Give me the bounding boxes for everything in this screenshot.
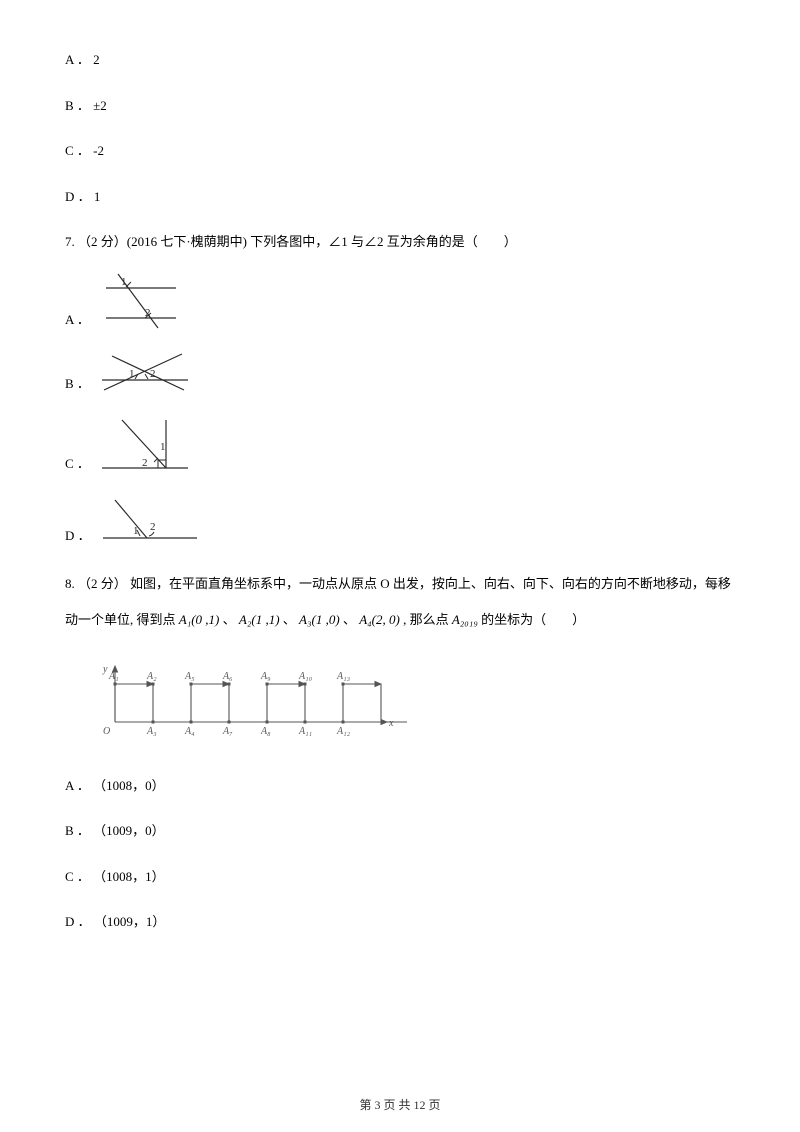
q8-point-a2: A₂(1 ,1)	[239, 612, 280, 627]
q6-option-c-text: C ． -2	[65, 141, 104, 161]
svg-text:2: 2	[150, 521, 156, 533]
svg-text:1: 1	[160, 441, 166, 453]
q7-diagram-b: 1 2	[96, 350, 196, 394]
q7-diagram-a: 1 2	[96, 270, 194, 330]
q7-stem: 7. （2 分）(2016 七下·槐荫期中) 下列各图中，∠1 与∠2 互为余角…	[65, 232, 735, 252]
q7-option-a-label: A ．	[65, 310, 90, 330]
svg-text:y: y	[102, 664, 108, 675]
q6-option-a[interactable]: A ． 2	[65, 50, 735, 70]
svg-text:1: 1	[121, 276, 127, 288]
q8-diagram: A₁ A₂ A₅ A₆ A₉ A₁₀ A₁₃ A₃ A₄ A₇ A₈ A₁₁ A₁₂ y x O	[87, 658, 735, 752]
q8-option-a[interactable]: A ． （1008，0）	[65, 776, 735, 796]
svg-text:A₆: A₆	[222, 671, 233, 682]
svg-text:2: 2	[142, 457, 148, 469]
svg-text:A₁₂: A₁₂	[336, 726, 351, 737]
page-footer: 第 3 页 共 12 页	[0, 1096, 800, 1114]
q8-option-a-text: A ． （1008，0）	[65, 776, 165, 796]
q7-option-c[interactable]: C ． 1 2	[65, 414, 735, 474]
q8-option-c[interactable]: C ． （1008，1）	[65, 867, 735, 887]
q8-stem-suffix2: 的坐标为（ ）	[481, 612, 585, 627]
q6-option-c[interactable]: C ． -2	[65, 141, 735, 161]
svg-text:2: 2	[150, 368, 156, 380]
svg-text:A₈: A₈	[260, 726, 271, 737]
q8-option-b[interactable]: B ． （1009，0）	[65, 821, 735, 841]
q7-diagram-c: 1 2	[96, 414, 196, 474]
svg-text:1: 1	[129, 368, 135, 380]
q8-option-b-text: B ． （1009，0）	[65, 821, 165, 841]
q7-option-d[interactable]: D ． 1 2	[65, 494, 735, 546]
q8-point-a3: A₃(1 ,0)	[299, 612, 340, 627]
q7-option-b-label: B ．	[65, 374, 90, 394]
q8-sep3: 、	[343, 612, 359, 627]
q8-stem-suffix1: , 那么点	[403, 612, 452, 627]
svg-text:A₉: A₉	[260, 671, 271, 682]
q7-option-a[interactable]: A ． 1 2	[65, 270, 735, 330]
svg-text:A₁₁: A₁₁	[298, 726, 312, 737]
q8-point-a1: A₁(0 ,1)	[179, 612, 220, 627]
q6-option-b[interactable]: B ． ±2	[65, 96, 735, 116]
q7-stem-text: 7. （2 分）(2016 七下·槐荫期中) 下列各图中，∠1 与∠2 互为余角…	[65, 234, 517, 249]
q8-stem: 8. （2 分） 如图，在平面直角坐标系中，一动点从原点 O 出发，按向上、向右…	[65, 566, 735, 639]
q7-option-d-label: D ．	[65, 526, 91, 546]
svg-text:A₁₀: A₁₀	[298, 671, 313, 682]
q8-option-c-text: C ． （1008，1）	[65, 867, 165, 887]
q8-sep2: 、	[283, 612, 299, 627]
q8-a2019: A₂₀₁₉	[452, 612, 478, 627]
svg-text:O: O	[103, 726, 110, 737]
q7-diagram-d: 1 2	[97, 494, 207, 546]
svg-text:A₇: A₇	[222, 726, 233, 737]
q8-point-a4: A₄(2, 0)	[359, 612, 400, 627]
svg-text:A₄: A₄	[184, 726, 195, 737]
q8-option-d[interactable]: D ． （1009，1）	[65, 912, 735, 932]
q6-option-d-text: D ． 1	[65, 187, 100, 207]
svg-text:A₅: A₅	[184, 671, 195, 682]
q7-option-c-label: C ．	[65, 454, 90, 474]
q8-sep1: 、	[223, 612, 239, 627]
q7-option-b[interactable]: B ． 1 2	[65, 350, 735, 394]
svg-text:x: x	[388, 718, 394, 729]
q6-option-a-text: A ． 2	[65, 50, 100, 70]
q6-option-d[interactable]: D ． 1	[65, 187, 735, 207]
svg-text:A₂: A₂	[146, 671, 157, 682]
svg-text:A₁₃: A₁₃	[336, 671, 351, 682]
svg-text:A₃: A₃	[146, 726, 157, 737]
svg-text:A₁: A₁	[108, 671, 119, 682]
q8-option-d-text: D ． （1009，1）	[65, 912, 165, 932]
footer-text: 第 3 页 共 12 页	[359, 1098, 440, 1112]
q6-option-b-text: B ． ±2	[65, 96, 107, 116]
